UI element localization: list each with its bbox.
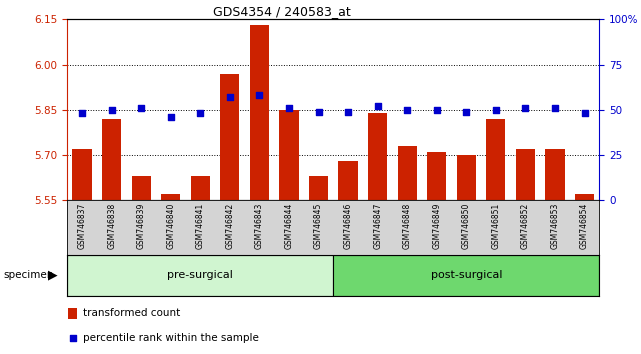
Point bbox=[106, 107, 117, 113]
Point bbox=[165, 114, 176, 120]
Bar bbox=[368, 113, 387, 200]
Text: GSM746848: GSM746848 bbox=[403, 203, 412, 249]
Text: GSM746837: GSM746837 bbox=[78, 203, 87, 249]
Bar bbox=[516, 149, 535, 200]
Point bbox=[136, 105, 146, 111]
Bar bbox=[397, 146, 417, 200]
Bar bbox=[309, 176, 328, 200]
Point bbox=[225, 94, 235, 100]
Point bbox=[254, 92, 265, 98]
Point bbox=[491, 107, 501, 113]
Text: GSM746844: GSM746844 bbox=[285, 203, 294, 249]
Bar bbox=[333, 255, 599, 296]
Bar bbox=[338, 161, 358, 200]
Text: GSM746842: GSM746842 bbox=[226, 203, 235, 249]
Text: GSM746850: GSM746850 bbox=[462, 203, 471, 249]
Bar bbox=[102, 119, 121, 200]
Text: GSM746840: GSM746840 bbox=[166, 203, 175, 249]
Point bbox=[550, 105, 560, 111]
Point bbox=[431, 107, 442, 113]
Point bbox=[402, 107, 412, 113]
Point bbox=[77, 110, 87, 116]
Point bbox=[372, 103, 383, 109]
Bar bbox=[427, 152, 446, 200]
Bar bbox=[487, 119, 506, 200]
Point bbox=[68, 335, 78, 341]
Text: GSM746846: GSM746846 bbox=[344, 203, 353, 249]
Point bbox=[462, 109, 472, 114]
Text: pre-surgical: pre-surgical bbox=[167, 270, 233, 280]
Text: GSM746845: GSM746845 bbox=[314, 203, 323, 249]
Bar bbox=[69, 308, 76, 319]
Point bbox=[343, 109, 353, 114]
Bar bbox=[575, 194, 594, 200]
Bar bbox=[457, 155, 476, 200]
Text: GSM746843: GSM746843 bbox=[255, 203, 264, 249]
Bar bbox=[545, 149, 565, 200]
Bar bbox=[250, 25, 269, 200]
Bar bbox=[279, 110, 299, 200]
Bar bbox=[161, 194, 180, 200]
Text: GSM746851: GSM746851 bbox=[492, 203, 501, 249]
Text: GSM746847: GSM746847 bbox=[373, 203, 382, 249]
Text: GSM746853: GSM746853 bbox=[551, 203, 560, 249]
Bar bbox=[72, 149, 92, 200]
Point bbox=[284, 105, 294, 111]
Text: ▶: ▶ bbox=[48, 269, 58, 282]
Point bbox=[579, 110, 590, 116]
Text: GSM746854: GSM746854 bbox=[580, 203, 589, 249]
Text: GSM746852: GSM746852 bbox=[521, 203, 530, 249]
Text: GSM746838: GSM746838 bbox=[107, 203, 116, 249]
Text: GSM746839: GSM746839 bbox=[137, 203, 146, 249]
Bar bbox=[191, 176, 210, 200]
Point bbox=[313, 109, 324, 114]
Text: post-surgical: post-surgical bbox=[431, 270, 502, 280]
Bar bbox=[131, 176, 151, 200]
Point bbox=[196, 110, 206, 116]
Point bbox=[520, 105, 531, 111]
Bar bbox=[67, 255, 333, 296]
Bar bbox=[221, 74, 240, 200]
Text: transformed count: transformed count bbox=[83, 308, 181, 318]
Text: GDS4354 / 240583_at: GDS4354 / 240583_at bbox=[213, 5, 351, 18]
Text: specimen: specimen bbox=[3, 270, 54, 280]
Text: percentile rank within the sample: percentile rank within the sample bbox=[83, 333, 259, 343]
Text: GSM746849: GSM746849 bbox=[432, 203, 441, 249]
Text: GSM746841: GSM746841 bbox=[196, 203, 205, 249]
